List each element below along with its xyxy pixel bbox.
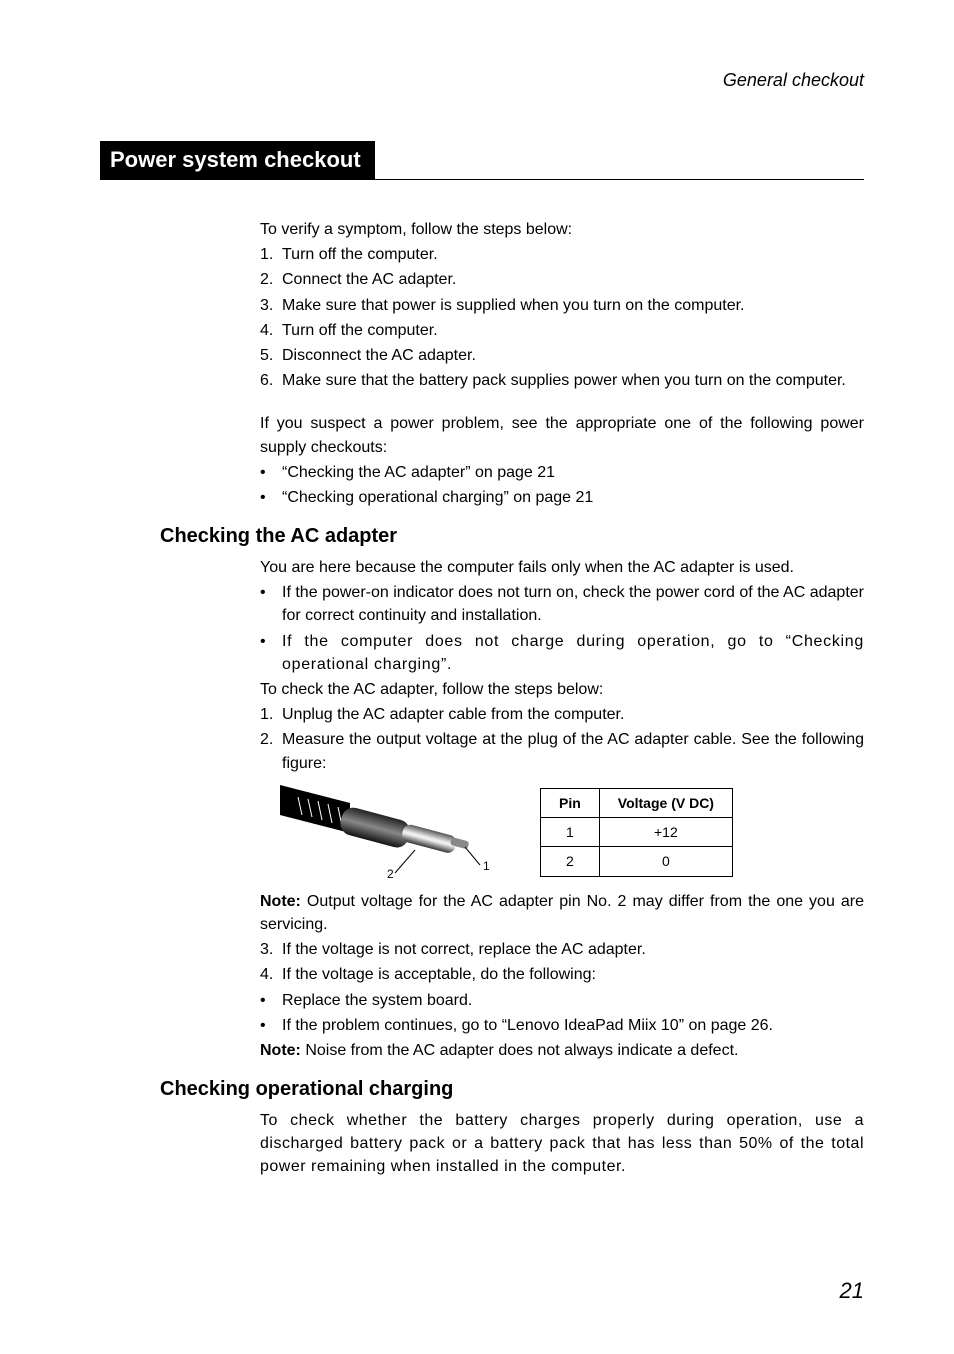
op-heading: Checking operational charging bbox=[160, 1078, 864, 1101]
table-header: Voltage (V DC) bbox=[599, 788, 732, 817]
list-item: Turn off the computer. bbox=[282, 243, 864, 266]
list-item: “Checking operational charging” on page … bbox=[282, 486, 864, 509]
list-item: Disconnect the AC adapter. bbox=[282, 344, 864, 367]
section-title: Power system checkout bbox=[100, 141, 375, 179]
list-item: Turn off the computer. bbox=[282, 319, 864, 342]
pin-label-2: 2 bbox=[387, 867, 394, 880]
bullet-icon: • bbox=[260, 461, 282, 484]
list-item: Connect the AC adapter. bbox=[282, 268, 864, 291]
chapter-header: General checkout bbox=[100, 70, 864, 91]
op-p1: To check whether the battery charges pro… bbox=[260, 1109, 864, 1179]
list-num: 5. bbox=[260, 344, 282, 367]
list-num: 4. bbox=[260, 963, 282, 986]
ac-p1: You are here because the computer fails … bbox=[260, 556, 864, 579]
ac-bullets2: •Replace the system board. •If the probl… bbox=[260, 989, 864, 1037]
list-num: 6. bbox=[260, 369, 282, 392]
suspect-text: If you suspect a power problem, see the … bbox=[260, 412, 864, 458]
list-item: If the voltage is acceptable, do the fol… bbox=[282, 963, 864, 986]
table-cell: 0 bbox=[599, 847, 732, 876]
list-num: 2. bbox=[260, 268, 282, 291]
adapter-plug-diagram: 2 1 bbox=[280, 785, 510, 880]
list-item: Measure the output voltage at the plug o… bbox=[282, 728, 864, 774]
list-item: Replace the system board. bbox=[282, 989, 864, 1012]
bullet-icon: • bbox=[260, 581, 282, 627]
bullet-icon: • bbox=[260, 486, 282, 509]
table-header: Pin bbox=[541, 788, 600, 817]
list-item: If the voltage is not correct, replace t… bbox=[282, 938, 864, 961]
op-block: To check whether the battery charges pro… bbox=[260, 1109, 864, 1179]
table-cell: 2 bbox=[541, 847, 600, 876]
list-item: Unplug the AC adapter cable from the com… bbox=[282, 703, 864, 726]
list-item: Make sure that the battery pack supplies… bbox=[282, 369, 864, 392]
ac-steps: 1.Unplug the AC adapter cable from the c… bbox=[260, 703, 864, 775]
bullet-icon: • bbox=[260, 630, 282, 676]
list-num: 3. bbox=[260, 294, 282, 317]
section-underline bbox=[100, 179, 864, 180]
note-text: Noise from the AC adapter does not alway… bbox=[305, 1042, 738, 1059]
bullet-icon: • bbox=[260, 989, 282, 1012]
ac-bullets: •If the power-on indicator does not turn… bbox=[260, 581, 864, 676]
list-num: 1. bbox=[260, 243, 282, 266]
table-cell: +12 bbox=[599, 818, 732, 847]
note-text: Output voltage for the AC adapter pin No… bbox=[260, 893, 864, 933]
ac-steps2: 3.If the voltage is not correct, replace… bbox=[260, 938, 864, 986]
list-num: 4. bbox=[260, 319, 282, 342]
ac-block: You are here because the computer fails … bbox=[260, 556, 864, 1062]
ac-note2: Note: Noise from the AC adapter does not… bbox=[260, 1039, 864, 1062]
ac-p2: To check the AC adapter, follow the step… bbox=[260, 678, 864, 701]
table-cell: 1 bbox=[541, 818, 600, 847]
note-prefix: Note: bbox=[260, 1042, 305, 1059]
figure-row: 2 1 Pin Voltage (V DC) 1 +12 2 0 bbox=[280, 785, 864, 880]
list-item: If the power-on indicator does not turn … bbox=[282, 581, 864, 627]
list-item: “Checking the AC adapter” on page 21 bbox=[282, 461, 864, 484]
list-item: If the computer does not charge during o… bbox=[282, 630, 864, 676]
list-item: Make sure that power is supplied when yo… bbox=[282, 294, 864, 317]
section-title-wrap: Power system checkout bbox=[100, 141, 864, 180]
list-num: 1. bbox=[260, 703, 282, 726]
ac-heading: Checking the AC adapter bbox=[160, 525, 864, 548]
steps1-list: 1.Turn off the computer. 2.Connect the A… bbox=[260, 243, 864, 392]
intro-text: To verify a symptom, follow the steps be… bbox=[260, 218, 864, 241]
pin-label-1: 1 bbox=[483, 859, 490, 873]
intro-block: To verify a symptom, follow the steps be… bbox=[260, 200, 864, 509]
page-number: 21 bbox=[840, 1278, 864, 1304]
bullet-icon: • bbox=[260, 1014, 282, 1037]
note-prefix: Note: bbox=[260, 893, 307, 910]
list-num: 3. bbox=[260, 938, 282, 961]
list-item: If the problem continues, go to “Lenovo … bbox=[282, 1014, 864, 1037]
ac-note: Note: Output voltage for the AC adapter … bbox=[260, 890, 864, 936]
list-num: 2. bbox=[260, 728, 282, 774]
suspect-list: •“Checking the AC adapter” on page 21 •“… bbox=[260, 461, 864, 509]
voltage-table: Pin Voltage (V DC) 1 +12 2 0 bbox=[540, 788, 733, 877]
